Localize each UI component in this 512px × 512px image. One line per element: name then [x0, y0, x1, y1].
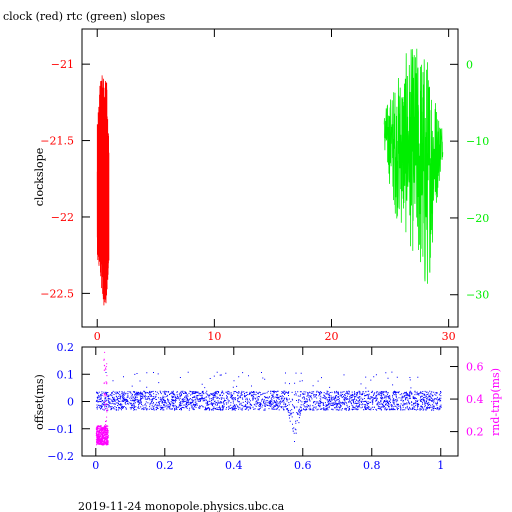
right-tick-label: −30	[466, 289, 489, 302]
footer-host-date: 2019-11-24 monopole.physics.ubc.ca	[78, 500, 285, 512]
top-y-axis-label: clockslope	[33, 148, 46, 206]
left-tick-label: −0.1	[47, 423, 74, 436]
right-tick-label: 0	[466, 58, 473, 71]
rtc-slope-series-green	[383, 48, 444, 284]
round-trip-points-magenta	[95, 425, 109, 446]
left-tick-label: 0.2	[57, 341, 75, 354]
top-left-axis: −21 −21.5 −22 −22.5	[40, 58, 90, 300]
left-tick-label: 0.1	[57, 368, 75, 381]
left-tick-label: −21	[51, 58, 74, 71]
bottom-x-axis: 0 0.2 0.4 0.6 0.8 1	[92, 347, 444, 472]
top-x-axis: 0 10 20 30	[94, 29, 456, 343]
left-tick-label: −22.5	[40, 287, 74, 300]
right-tick-label: 0.2	[466, 426, 484, 439]
x-tick-label: 0.8	[363, 459, 381, 472]
right-tick-label: 0.4	[466, 393, 484, 406]
x-tick-label: 0.2	[156, 459, 174, 472]
top-plot-frame	[81, 28, 459, 328]
bottom-y2-axis-label: rnd-trip(ms)	[489, 368, 502, 436]
x-tick-label: 0	[92, 459, 99, 472]
top-right-axis: 0 −10 −20 −30	[450, 58, 489, 302]
bottom-left-axis: 0.2 0.1 0 −0.1 −0.2	[47, 341, 90, 463]
left-tick-label: −22	[51, 211, 74, 224]
offset-outliers-blue	[105, 371, 419, 389]
left-tick-label: 0	[67, 396, 74, 409]
round-trip-outliers-magenta	[103, 351, 108, 426]
left-tick-label: −21.5	[40, 135, 74, 148]
bottom-panel: 0.2 0.1 0 −0.1 −0.2 0.6 0.4 0.2 0 0.2 0.4 0.6 0.8 1…	[33, 341, 502, 472]
top-panel: −21 −21.5 −22 −22.5 0 −10 −20 −30 0 10 20 30 cloc…	[33, 28, 489, 343]
clock-slope-series-red	[96, 75, 110, 306]
x-tick-label: 0.4	[225, 459, 243, 472]
bottom-y-axis-label: offset(ms)	[33, 374, 46, 430]
x-tick-label: 1	[437, 459, 444, 472]
right-tick-label: −10	[466, 135, 489, 148]
figure-title: clock (red) rtc (green) slopes	[3, 10, 166, 23]
right-tick-label: 0.6	[466, 361, 484, 374]
bottom-right-axis: 0.6 0.4 0.2	[450, 361, 484, 439]
bottom-series-group	[95, 351, 442, 446]
x-tick-label: 30	[442, 330, 456, 343]
left-tick-label: −0.2	[47, 450, 74, 463]
x-tick-label: 20	[324, 330, 338, 343]
x-tick-label: 10	[207, 330, 221, 343]
top-series-group	[96, 48, 444, 306]
offset-points-blue	[95, 390, 442, 442]
x-tick-label: 0	[94, 330, 101, 343]
right-tick-label: −20	[466, 212, 489, 225]
x-tick-label: 0.6	[294, 459, 312, 472]
